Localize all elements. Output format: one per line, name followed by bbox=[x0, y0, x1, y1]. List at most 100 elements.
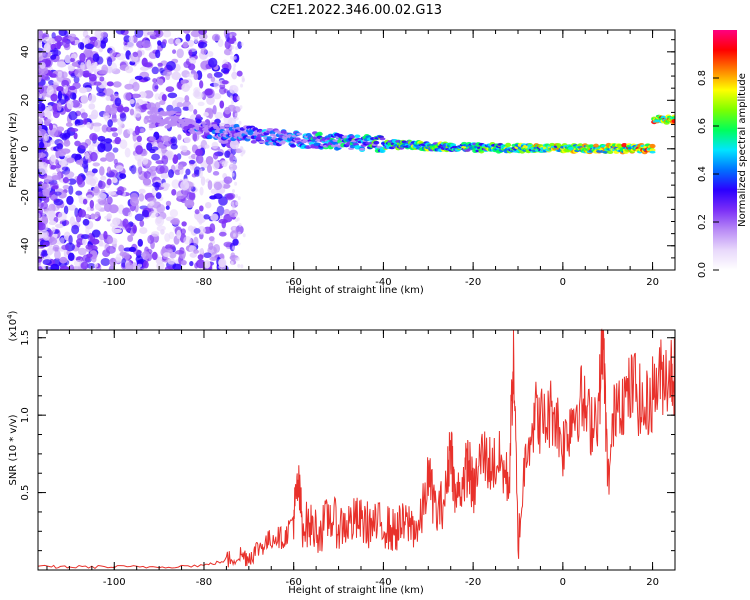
spectrogram-ridge-cell bbox=[195, 119, 202, 124]
y-tick-label: -40 bbox=[20, 238, 31, 254]
spectrogram-cell bbox=[218, 86, 227, 95]
spectrogram-ridge-cell bbox=[294, 137, 301, 141]
spectrogram-cell bbox=[112, 81, 122, 88]
spectrogram-cell bbox=[134, 108, 142, 118]
spectrogram-cell bbox=[175, 38, 181, 45]
spectrogram-marks bbox=[38, 30, 675, 270]
spectrogram-cell bbox=[210, 188, 218, 195]
spectrogram-cell bbox=[79, 142, 89, 150]
spectrogram-cell bbox=[73, 259, 83, 267]
spectrogram-cell bbox=[138, 193, 145, 202]
spectrogram-cell bbox=[230, 55, 234, 60]
spectrogram-cell bbox=[125, 262, 134, 270]
spectrogram-cell bbox=[83, 87, 92, 93]
spectrogram-cell bbox=[162, 39, 167, 45]
spectrogram-cell bbox=[193, 228, 201, 234]
spectrogram-cell bbox=[176, 101, 184, 108]
spectrogram-cell bbox=[106, 126, 113, 133]
spectrogram-cell bbox=[205, 201, 212, 209]
spectrogram-cell bbox=[61, 244, 70, 251]
spectrogram-cell bbox=[141, 209, 150, 218]
spectrogram-cell bbox=[41, 250, 49, 257]
spectrogram-cell bbox=[47, 104, 52, 111]
spectrogram-cell bbox=[162, 69, 172, 77]
spectrogram-cell bbox=[155, 192, 162, 199]
spectrogram-cell bbox=[242, 233, 246, 238]
spectrogram-cell bbox=[216, 205, 225, 216]
spectrogram-cell bbox=[42, 188, 50, 197]
spectrogram-cell bbox=[204, 144, 210, 149]
spectrogram-cell bbox=[144, 115, 150, 120]
spectrogram-cell bbox=[210, 213, 219, 222]
spectrogram-cell bbox=[165, 200, 172, 207]
spectrogram-cell bbox=[171, 71, 181, 81]
spectrogram-ridge-cell bbox=[147, 110, 154, 115]
spectrogram-cell bbox=[38, 131, 43, 141]
spectrogram-cell bbox=[38, 66, 49, 76]
spectrogram-cell bbox=[62, 176, 69, 184]
spectrogram-cell bbox=[94, 211, 101, 218]
spectrogram-cell bbox=[54, 250, 61, 260]
spectrogram-cell bbox=[42, 259, 52, 266]
spectrogram-cell bbox=[56, 143, 64, 150]
spectrogram-ridge-cell bbox=[235, 126, 242, 130]
spectrogram-cell bbox=[59, 237, 65, 245]
spectrogram-cell bbox=[42, 36, 53, 45]
spectrogram-cell bbox=[56, 126, 65, 132]
spectrogram-cell bbox=[141, 57, 148, 67]
snr-y-label: SNR (10 * v/v) bbox=[8, 414, 19, 485]
spectrogram-cell bbox=[232, 233, 236, 238]
spectrogram-cell bbox=[193, 236, 199, 246]
spectrogram-cell bbox=[240, 42, 244, 47]
spectrogram-cell bbox=[118, 244, 125, 252]
spectrogram-cell bbox=[198, 41, 208, 49]
spectrogram-cell bbox=[82, 218, 90, 226]
spectrogram-cell bbox=[38, 152, 46, 158]
spectrogram-cell bbox=[161, 145, 167, 154]
spectrogram-cell bbox=[108, 204, 119, 214]
spectrogram-cell bbox=[175, 250, 185, 255]
spectrogram-cell bbox=[231, 73, 235, 78]
spectrogram-cell bbox=[123, 44, 129, 52]
spectrogram-cell bbox=[68, 204, 77, 211]
spectrogram-cell bbox=[198, 32, 208, 41]
spectrogram-cell bbox=[38, 141, 45, 149]
spectrogram-cell bbox=[45, 118, 52, 124]
spectrogram-cell bbox=[91, 238, 100, 245]
spectrogram-cell bbox=[132, 81, 140, 92]
spectrogram-cell bbox=[136, 135, 142, 143]
spectrogram-cell bbox=[240, 264, 244, 269]
spectrogram-cell bbox=[188, 57, 197, 65]
spectrogram-cell bbox=[151, 251, 158, 261]
spectrogram-cell bbox=[205, 155, 214, 165]
spectrogram-cell bbox=[98, 200, 109, 206]
spectrogram-cell bbox=[75, 159, 84, 165]
spectrogram-cell bbox=[212, 104, 217, 115]
spectrogram-ridge-cell bbox=[354, 134, 361, 139]
y-tick-label: 1.0 bbox=[20, 407, 31, 423]
spectrogram-cell bbox=[232, 245, 236, 250]
spectrogram-cell bbox=[229, 153, 235, 163]
snr-series-line bbox=[37, 328, 676, 570]
spectrogram-cell bbox=[134, 125, 140, 136]
spectrogram-cell bbox=[139, 227, 148, 235]
spectrogram-cell bbox=[127, 128, 134, 135]
spectrogram-cell bbox=[142, 30, 150, 37]
spectrogram-cell bbox=[193, 91, 204, 100]
spectrogram-ridge-cell bbox=[505, 142, 512, 148]
spectrogram-cell bbox=[52, 232, 58, 239]
spectrogram-cell bbox=[210, 76, 216, 83]
spectrogram-cell bbox=[140, 128, 145, 133]
spectrogram-cell bbox=[208, 57, 218, 68]
spectrogram-cell bbox=[208, 236, 215, 242]
spectrogram-cell bbox=[82, 237, 87, 246]
spectrogram-cell bbox=[100, 175, 107, 181]
spectrogram-cell bbox=[38, 222, 46, 231]
spectrogram-cell bbox=[70, 128, 79, 133]
spectrogram-cell bbox=[174, 169, 181, 176]
spectrogram-cell bbox=[199, 80, 204, 89]
spectrogram-ridge-cell bbox=[649, 148, 656, 152]
spectrogram-cell bbox=[176, 229, 182, 240]
spectrogram-cell bbox=[99, 76, 105, 82]
spectrogram-ridge-cell bbox=[379, 137, 386, 141]
